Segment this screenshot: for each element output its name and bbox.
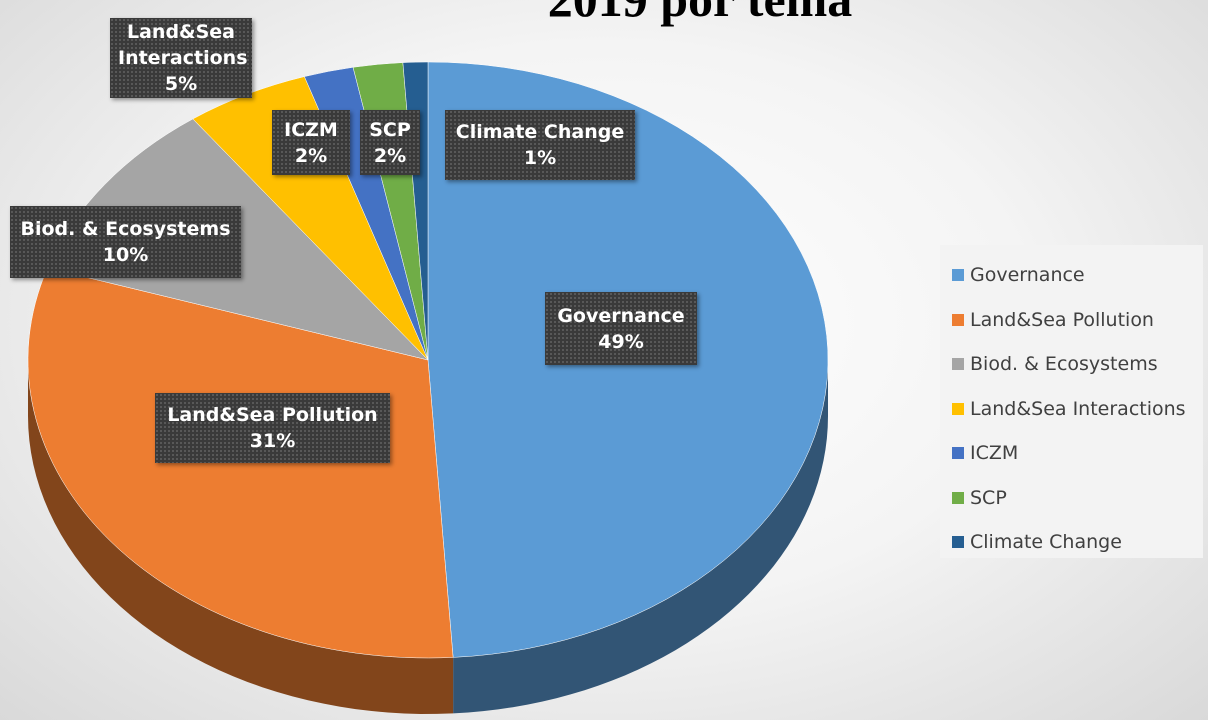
legend-swatch bbox=[952, 269, 964, 282]
legend-label: Land&Sea Interactions bbox=[970, 397, 1186, 420]
legend-item: Climate Change bbox=[952, 520, 1203, 565]
data-label: Land&Sea Interactions 5% bbox=[110, 18, 252, 98]
legend-swatch bbox=[952, 447, 964, 460]
legend-item: SCP bbox=[952, 476, 1203, 521]
legend-swatch bbox=[952, 491, 964, 504]
data-label-name: Land&Sea Interactions bbox=[118, 21, 248, 69]
data-label-value: 5% bbox=[164, 73, 198, 95]
legend-item: Land&Sea Interactions bbox=[952, 387, 1203, 432]
data-label-name: ICZM bbox=[284, 118, 338, 141]
legend: Governance Land&Sea Pollution Biod. & Ecos… bbox=[940, 245, 1203, 558]
legend-label: Climate Change bbox=[970, 531, 1122, 554]
legend-swatch bbox=[952, 536, 964, 549]
data-label-value: 1% bbox=[523, 147, 557, 169]
data-label-value: 2% bbox=[373, 144, 407, 167]
legend-swatch bbox=[952, 358, 964, 371]
data-label-value: 2% bbox=[294, 144, 328, 167]
slice-side bbox=[28, 360, 454, 714]
data-label-name: Governance bbox=[557, 304, 685, 327]
legend-item: ICZM bbox=[952, 431, 1203, 476]
legend-label: Biod. & Ecosystems bbox=[970, 353, 1158, 376]
data-label-value: 31% bbox=[249, 430, 296, 452]
data-label: Governance 49% bbox=[545, 292, 697, 365]
data-label: Biod. & Ecosystems 10% bbox=[10, 206, 241, 278]
data-label: SCP 2% bbox=[360, 110, 420, 175]
data-label-name: SCP bbox=[369, 118, 411, 141]
data-label-name: Climate Change bbox=[455, 121, 625, 143]
data-label-name: Land&Sea Pollution bbox=[167, 404, 378, 426]
legend-label: SCP bbox=[970, 486, 1007, 509]
chart-title: 2019 por tema bbox=[0, 0, 1208, 28]
legend-swatch bbox=[952, 313, 964, 326]
data-label: ICZM 2% bbox=[272, 110, 350, 175]
legend-item: Biod. & Ecosystems bbox=[952, 342, 1203, 387]
legend-label: Land&Sea Pollution bbox=[970, 308, 1154, 331]
legend-item: Governance bbox=[952, 253, 1203, 298]
legend-label: Governance bbox=[970, 264, 1085, 287]
data-label: Land&Sea Pollution 31% bbox=[155, 393, 390, 463]
legend-swatch bbox=[952, 402, 964, 415]
legend-label: ICZM bbox=[970, 442, 1019, 465]
data-label: Climate Change 1% bbox=[445, 110, 635, 180]
data-label-value: 10% bbox=[102, 244, 149, 266]
data-label-value: 49% bbox=[598, 330, 644, 353]
data-label-name: Biod. & Ecosystems bbox=[20, 218, 231, 240]
legend-item: Land&Sea Pollution bbox=[952, 298, 1203, 343]
slice-side bbox=[453, 360, 828, 714]
